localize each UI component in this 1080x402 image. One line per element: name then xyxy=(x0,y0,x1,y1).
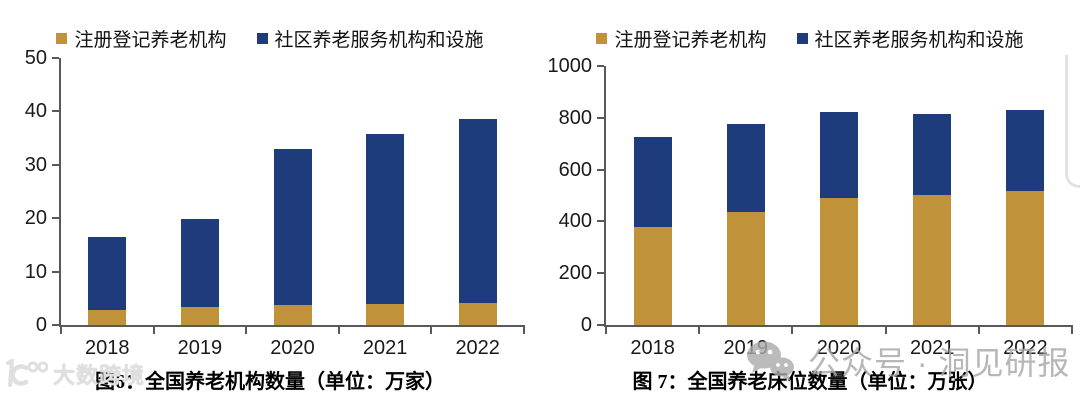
legend-item-0: 注册登记养老机构 xyxy=(596,25,767,52)
bar-segment xyxy=(458,303,497,325)
y-axis-label: 20 xyxy=(24,207,47,230)
bar-segment xyxy=(88,309,127,325)
x-axis-tick xyxy=(977,325,980,334)
bar-segment xyxy=(273,149,312,305)
plot-area: 0 200 400 600 800 1000 2018 2019 2020 2021 2022 xyxy=(548,55,1073,359)
x-axis-tick xyxy=(60,325,62,334)
x-axis-label: 2020 xyxy=(816,337,862,359)
y-axis-tick xyxy=(597,168,604,171)
bar-segment xyxy=(633,226,672,325)
figure-caption: 图 7：全国养老床位数量（单位：万张） xyxy=(632,371,988,393)
x-axis-label: 2018 xyxy=(630,337,675,359)
figure-6: 注册登记养老机构 社区养老服务机构和设施 0 10 20 30 40 50 2018 2019 2… xyxy=(0,25,540,393)
x-axis-tick xyxy=(605,325,607,334)
legend-label: 社区养老服务机构和设施 xyxy=(814,30,1024,51)
y-axis-label: 600 xyxy=(558,158,592,181)
bar-segment xyxy=(913,113,952,195)
x-axis-tick xyxy=(430,325,433,334)
legend-label: 注册登记养老机构 xyxy=(614,30,767,51)
legend-swatch-icon xyxy=(256,33,268,44)
y-axis-tick xyxy=(52,270,59,273)
y-axis-tick xyxy=(597,272,604,275)
y-axis-tick xyxy=(52,217,59,220)
figure-caption: 图6：全国养老机构数量（单位：万家） xyxy=(95,371,445,393)
bar-segment xyxy=(273,304,312,325)
legend: 注册登记养老机构 社区养老服务机构和设施 xyxy=(540,25,1080,52)
x-axis-label: 2021 xyxy=(362,337,408,359)
y-axis-label: 0 xyxy=(35,314,47,336)
bar-segment xyxy=(1006,110,1045,191)
figure-7: 注册登记养老机构 社区养老服务机构和设施 0 200 400 600 800 1000 201… xyxy=(540,0,1080,402)
y-axis-label: 400 xyxy=(558,210,592,233)
bar-segment xyxy=(726,124,765,212)
x-axis-tick xyxy=(337,325,340,334)
x-axis-tick xyxy=(791,325,794,334)
plot-area: 0 10 20 30 40 50 2018 2019 2020 2021 2022 xyxy=(25,47,525,359)
bar-segment xyxy=(180,218,219,307)
legend-item-1: 社区养老服务机构和设施 xyxy=(256,25,484,52)
bar-segment xyxy=(180,306,219,325)
y-axis-label: 10 xyxy=(24,260,47,283)
y-axis-tick xyxy=(597,65,604,67)
y-axis-tick xyxy=(52,324,59,326)
x-axis-label: 2020 xyxy=(270,337,315,359)
y-axis-label: 30 xyxy=(24,153,47,176)
bar-segment xyxy=(366,303,405,325)
x-axis-tick xyxy=(698,325,701,334)
legend-label: 社区养老服务机构和设施 xyxy=(274,30,484,51)
bar-segment xyxy=(820,198,858,325)
y-axis-tick xyxy=(597,116,604,119)
y-axis-label: 0 xyxy=(580,314,592,336)
legend-swatch-icon xyxy=(596,33,608,44)
y-axis-tick xyxy=(597,220,604,223)
x-axis-tick xyxy=(245,325,248,334)
legend-swatch-icon xyxy=(56,33,68,44)
bar-segment xyxy=(458,118,497,304)
bar-segment xyxy=(726,211,765,325)
x-axis-label: 2022 xyxy=(1003,337,1048,359)
y-axis-label: 40 xyxy=(24,100,47,123)
x-axis-label: 2022 xyxy=(455,337,500,359)
legend-swatch-icon xyxy=(796,33,808,44)
bar-segment xyxy=(633,136,672,227)
x-axis-tick xyxy=(1071,325,1073,334)
bar-segment xyxy=(366,133,405,304)
bar-segment xyxy=(913,194,952,325)
y-axis-tick xyxy=(52,163,59,166)
x-axis-label: 2019 xyxy=(723,337,769,359)
x-axis-tick xyxy=(884,325,887,334)
y-axis-tick xyxy=(52,57,59,59)
y-axis-label: 200 xyxy=(558,262,592,285)
y-axis-label: 800 xyxy=(558,106,592,129)
x-axis-label: 2018 xyxy=(85,337,130,359)
y-axis-label: 1000 xyxy=(547,55,593,77)
bar-segment xyxy=(88,237,127,310)
x-axis-tick xyxy=(523,325,525,334)
bar-segment xyxy=(1006,190,1045,325)
x-axis-tick xyxy=(152,325,155,334)
y-axis-label: 50 xyxy=(24,47,47,69)
legend: 注册登记养老机构 社区养老服务机构和设施 xyxy=(0,25,540,52)
legend-item-1: 社区养老服务机构和设施 xyxy=(796,25,1024,52)
legend-item-0: 注册登记养老机构 xyxy=(56,25,227,52)
x-axis-label: 2021 xyxy=(909,337,955,359)
x-axis-label: 2019 xyxy=(177,337,223,359)
y-axis-tick xyxy=(52,110,59,113)
legend-label: 注册登记养老机构 xyxy=(74,30,227,51)
bar-segment xyxy=(820,112,858,199)
y-axis-tick xyxy=(597,324,604,326)
